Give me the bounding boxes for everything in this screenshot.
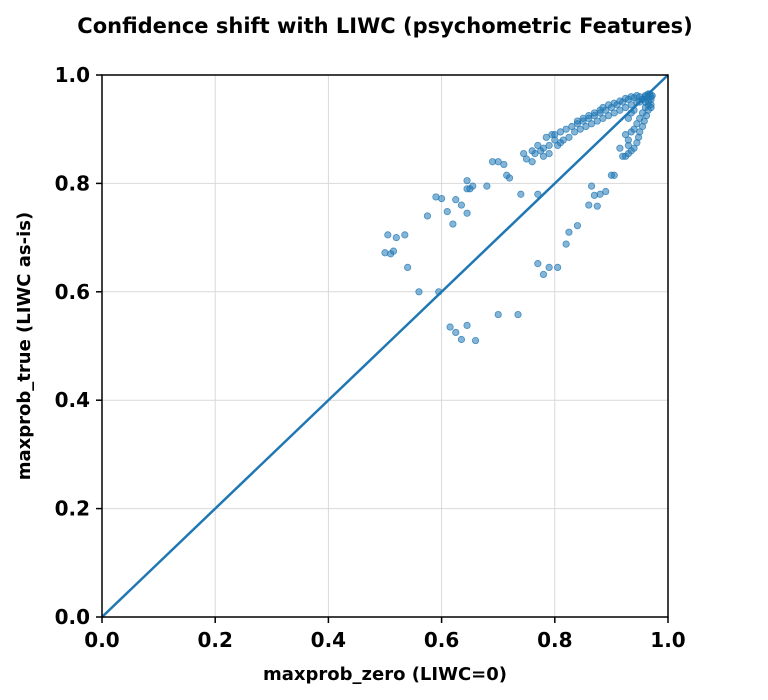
scatter-point — [505, 174, 514, 182]
scatter-point — [437, 194, 446, 203]
scatter-point — [423, 212, 432, 220]
scatter-point — [539, 270, 548, 279]
scatter-point — [528, 158, 536, 166]
scatter-point — [517, 190, 525, 198]
identity-reference-line — [101, 74, 669, 618]
scatter-point — [463, 177, 471, 185]
scatter-point — [534, 141, 542, 150]
plot-frame — [101, 74, 669, 618]
scatter-point — [539, 152, 548, 160]
scatter-point — [554, 263, 562, 272]
scatter-point — [604, 112, 613, 120]
scatter-point — [483, 182, 491, 190]
scatter-point — [562, 125, 570, 133]
x-tick-label: 0.8 — [537, 628, 572, 652]
y-tick-label: 0.8 — [55, 171, 90, 195]
scatter-point — [404, 263, 412, 272]
scatter-point — [401, 231, 409, 239]
x-tick-label: 1.0 — [650, 628, 685, 652]
scatter-point — [616, 106, 624, 114]
scatter-point — [610, 109, 618, 117]
scatter-point — [463, 209, 471, 217]
scatter-point — [522, 155, 531, 163]
scatter-point — [457, 201, 466, 209]
scatter-point — [621, 152, 630, 160]
scatter-point — [593, 117, 601, 125]
x-tick-label: 0.0 — [84, 628, 119, 652]
scatter-point — [582, 122, 590, 131]
scatter-point — [616, 97, 624, 105]
scatter-point — [587, 182, 596, 190]
scatter-point — [596, 190, 604, 198]
axis-ticks: 0.0 0.2 0.4 0.6 0.8 1.0 0.0 0.2 0.4 0.6 0.8 1.0 — [55, 63, 686, 652]
y-tick-label: 0.4 — [55, 388, 90, 412]
scatter-point — [573, 222, 582, 230]
scatter-point — [585, 112, 593, 120]
scatter-point — [565, 228, 573, 236]
y-tick-label: 1.0 — [55, 63, 90, 87]
scatter-point — [616, 144, 624, 152]
scatter-point — [565, 133, 573, 141]
scatter-point — [545, 263, 553, 272]
scatter-point — [534, 190, 542, 198]
scatter-point — [384, 231, 392, 239]
scatter-point — [573, 117, 582, 125]
scatter-point — [415, 288, 423, 296]
scatter-point — [593, 202, 601, 210]
x-tick-label: 0.2 — [197, 628, 232, 652]
scatter-point — [528, 147, 536, 155]
scatter-point — [590, 109, 599, 117]
scatter-point — [599, 114, 607, 122]
scatter-point — [599, 103, 607, 112]
scatter-point — [571, 128, 579, 136]
scatter-point — [452, 196, 460, 204]
y-tick-label: 0.0 — [55, 605, 90, 629]
scatter-point — [542, 133, 550, 141]
scatter-point — [500, 160, 508, 169]
scatter-points — [381, 90, 656, 345]
y-axis-label: maxprob_true (LIWC as-is) — [14, 212, 35, 480]
scatter-point — [602, 187, 610, 196]
scatter-point — [457, 335, 466, 344]
scatter-point — [494, 158, 502, 166]
scatter-point — [545, 141, 553, 150]
scatter-point — [576, 125, 584, 133]
scatter-point — [627, 101, 635, 109]
scatter-point — [562, 240, 570, 248]
scatter-point — [556, 128, 565, 136]
y-tick-label: 0.2 — [55, 497, 90, 521]
x-tick-label: 0.6 — [424, 628, 459, 652]
scatter-point — [621, 131, 630, 139]
scatter-point — [469, 182, 477, 190]
scatter-point — [494, 310, 502, 319]
scatter-point — [556, 139, 565, 147]
scatter-point — [621, 103, 630, 112]
scatter-point — [585, 201, 593, 209]
x-tick-label: 0.4 — [311, 628, 346, 652]
scatter-point — [539, 144, 548, 152]
scatter-point — [610, 171, 618, 179]
scatter-point — [579, 114, 587, 122]
scatter-point — [392, 234, 400, 242]
chart-title: Confidence shift with LIWC (psychometric… — [77, 14, 692, 38]
scatter-point — [551, 131, 559, 139]
x-axis-label: maxprob_zero (LIWC=0) — [263, 664, 507, 685]
scatter-point — [463, 321, 471, 330]
scatter-point — [534, 260, 542, 268]
scatter-point — [545, 149, 553, 158]
scatter-point — [514, 310, 522, 319]
scatter-point — [648, 91, 656, 100]
scatter-point — [446, 323, 454, 331]
scatter-point — [452, 328, 460, 337]
scatter-point — [443, 207, 451, 216]
scatter-point — [471, 336, 480, 345]
scatter-point — [449, 220, 457, 228]
scatter-point — [587, 120, 596, 128]
y-tick-label: 0.6 — [55, 280, 90, 304]
scatter-point — [647, 103, 655, 112]
scatter-point — [381, 249, 389, 257]
scatter-point — [633, 91, 641, 100]
scatter-point — [645, 97, 653, 105]
